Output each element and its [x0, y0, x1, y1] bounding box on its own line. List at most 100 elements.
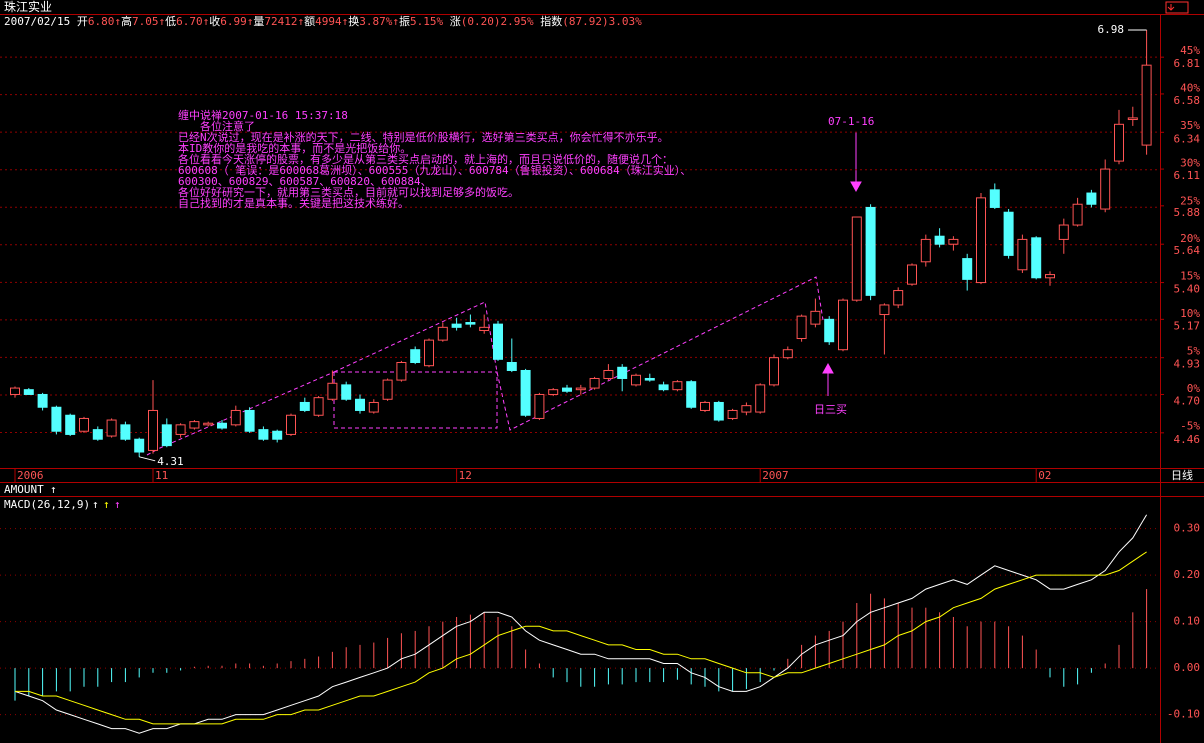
y2-tick-label: 10% — [1180, 307, 1200, 320]
candle-body — [1017, 238, 1028, 271]
candle-body — [907, 264, 917, 285]
amount-title: AMOUNT — [4, 483, 44, 496]
y-tick-label: 5.17 — [1174, 319, 1201, 332]
y-tick-label: 6.58 — [1174, 94, 1201, 107]
y2-tick-label: 25% — [1180, 194, 1200, 207]
x-tick-label: 02 — [1038, 469, 1051, 482]
candle-body — [479, 326, 490, 332]
quote-value: 5.15% — [409, 15, 444, 28]
quote-value: 72412 — [264, 15, 298, 28]
x-tick-label: 12 — [459, 469, 472, 482]
note-line: 已经N次说过，现在是补涨的天下，二线、特别是低价股横行，选好第三类买点，你会忙得… — [178, 130, 669, 144]
candle-body — [313, 397, 324, 416]
candle-body — [851, 216, 862, 301]
candle-body — [10, 387, 20, 395]
candle-body — [672, 381, 683, 391]
candle-body — [713, 401, 724, 421]
candle-body — [520, 369, 531, 416]
stock-name: 珠江实业 — [4, 0, 53, 14]
candle-body — [575, 387, 586, 391]
y2-tick-label: 40% — [1180, 82, 1200, 95]
candle-body — [1058, 224, 1069, 240]
candle-body — [355, 398, 365, 411]
arrows — [822, 132, 862, 396]
quote-value: (0.20)2.95% — [460, 15, 534, 28]
legend-marker: ↑ — [103, 498, 110, 511]
trend-lines — [146, 276, 824, 456]
quote-arrow: ↑ — [202, 15, 210, 28]
candle-body — [617, 366, 628, 379]
y2-tick-label: 15% — [1180, 269, 1200, 282]
candle-body — [700, 401, 710, 411]
y2-tick-label: 5% — [1187, 344, 1201, 357]
quote-label: 开 — [76, 15, 88, 28]
y-tick-label: 4.70 — [1174, 394, 1201, 407]
candle-body — [368, 401, 379, 413]
candle-body — [217, 422, 227, 429]
note-line: 600608（ 笔误：是600068葛洲坝）、600555（九龙山）、60078… — [178, 163, 691, 177]
candle-body — [1086, 192, 1097, 205]
quote-arrow: ↑ — [392, 15, 399, 28]
quote-label: 收 — [209, 15, 221, 28]
candle-body — [120, 424, 131, 440]
quote-value: 6.99 — [220, 15, 247, 28]
window-icon[interactable] — [1165, 1, 1189, 14]
y2-tick-label: 35% — [1180, 119, 1200, 132]
max-label: 6.98 — [1098, 23, 1125, 36]
candle-body — [37, 393, 48, 408]
candle-body — [23, 389, 34, 395]
candle-body — [1100, 168, 1111, 210]
candle-body — [741, 405, 752, 413]
date-note: 07-1-16 — [828, 115, 874, 128]
candle-body — [396, 361, 407, 381]
quote-label: 指数 — [540, 15, 563, 28]
candle-body — [1141, 64, 1152, 146]
note-line: 600300、600829、600587、600820、600884、 — [178, 175, 432, 188]
y-tick-label: 0.10 — [1174, 615, 1201, 628]
quote-value: 4994 — [315, 15, 342, 28]
candle-body — [258, 429, 269, 440]
candle-body — [589, 377, 600, 389]
note-line: 各位注意了 — [178, 119, 255, 133]
candle-body — [934, 235, 945, 245]
candle-body — [493, 323, 503, 360]
y-tick-label: 0.00 — [1174, 661, 1201, 674]
candle-body — [65, 414, 76, 435]
candle-body — [506, 361, 517, 371]
arrow-head — [822, 362, 834, 374]
candle-body — [382, 379, 393, 400]
macd-line — [15, 551, 1147, 725]
note-line: 本ID教你的是我吃的本事，而不是光把饭给你。 — [178, 141, 411, 155]
note-line: 缠中说禅2007-01-16 15:37:18 — [178, 108, 348, 122]
candle-body — [203, 422, 214, 426]
candle-body — [437, 326, 448, 341]
buy-note: 日三买 — [814, 403, 847, 416]
y2-tick-label: 0% — [1187, 382, 1201, 395]
note-line: 各位看看今天涨停的股票，有多少是从第三类买点启动的，就上海的，而且只说低价的，随… — [178, 152, 673, 166]
trend-line — [146, 371, 335, 456]
arrow-head — [850, 181, 862, 193]
candle-body — [161, 424, 172, 447]
candle-body — [51, 406, 62, 432]
y-tick-label: 5.88 — [1174, 206, 1201, 219]
candle-body — [962, 258, 973, 280]
quote-arrow: ↑ — [158, 15, 166, 28]
amount-marker: ↑ — [50, 483, 57, 496]
macd-title: MACD(26,12,9) — [4, 498, 90, 511]
quote-arrow: ↑ — [114, 15, 121, 28]
y2-tick-label: 20% — [1180, 232, 1200, 245]
candle-body — [796, 315, 807, 340]
y-tick-label: 0.30 — [1174, 522, 1201, 535]
quote-label: 量 — [253, 15, 265, 28]
min-leader — [139, 456, 156, 462]
quote-value: (87.92)3.03% — [562, 15, 642, 28]
x-tick-label: 2007 — [762, 469, 789, 482]
quote-arrow: ↑ — [341, 15, 349, 28]
candle-body — [134, 438, 145, 453]
y-tick-label: 4.46 — [1174, 433, 1201, 446]
candle-body — [562, 387, 572, 392]
candle-body — [1031, 237, 1042, 279]
